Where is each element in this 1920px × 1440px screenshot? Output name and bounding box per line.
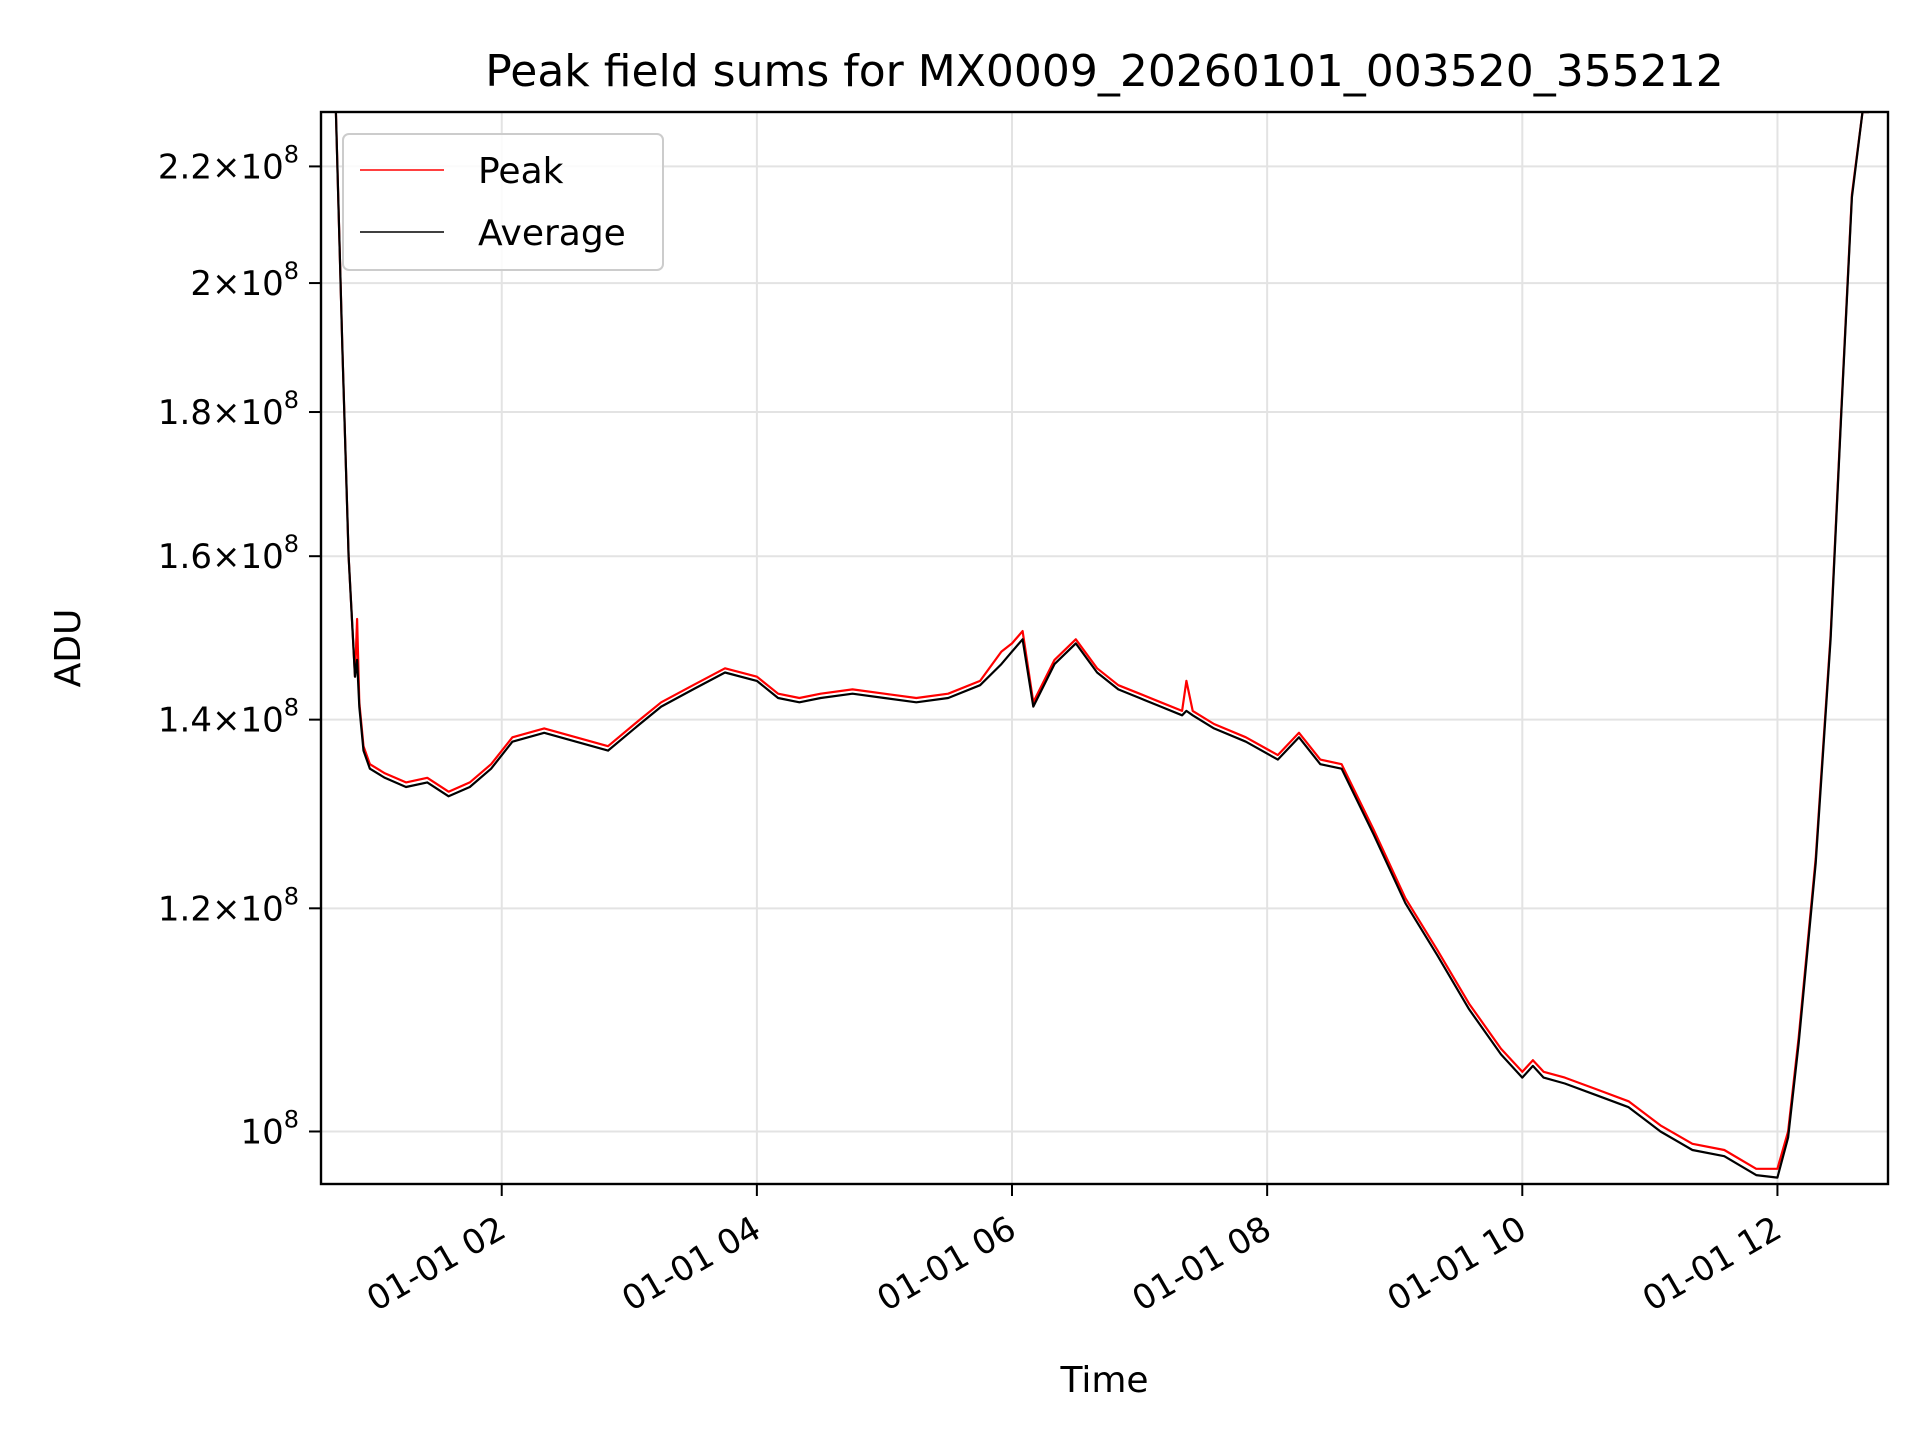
- legend-box: [342, 133, 664, 271]
- y-tick-mantissa: 2.2×10: [158, 147, 284, 187]
- y-tick-mantissa: 1.6×10: [158, 537, 284, 577]
- y-tick-mantissa: 2×10: [190, 264, 283, 304]
- grid: [321, 112, 1888, 1184]
- y-tick-exponent: 8: [284, 257, 299, 285]
- y-tick-mantissa: 1.4×10: [158, 701, 284, 741]
- y-tick-exponent: 8: [284, 694, 299, 722]
- y-tick-label: 1.8×108: [158, 386, 299, 433]
- y-tick-exponent: 8: [284, 386, 299, 414]
- series-line-peak: [334, 112, 1869, 1170]
- y-tick-mantissa: 1.2×10: [158, 889, 284, 929]
- y-tick-label: 1.6×108: [158, 530, 299, 577]
- y-tick-mantissa: 1.8×10: [158, 393, 284, 433]
- y-tick-exponent: 8: [284, 140, 299, 168]
- legend-label-peak: Peak: [478, 151, 564, 192]
- y-tick-exponent: 8: [284, 882, 299, 910]
- y-axis-label: ADU: [48, 609, 89, 688]
- y-tick-mantissa: 10: [240, 1112, 283, 1152]
- y-tick-label: 1.4×108: [158, 694, 299, 741]
- x-axis-label: Time: [1059, 1360, 1148, 1401]
- y-tick-label: 1.2×108: [158, 882, 299, 929]
- legend-label-average: Average: [478, 213, 626, 254]
- chart-title: Peak field sums for MX0009_20260101_0035…: [485, 46, 1723, 97]
- y-tick-exponent: 8: [284, 530, 299, 558]
- legend: Peak Average: [342, 133, 664, 271]
- y-tick-label: 2.2×108: [158, 140, 299, 187]
- y-tick-label: 2×108: [190, 257, 299, 304]
- series-lines: [334, 112, 1869, 1179]
- y-tick-exponent: 8: [284, 1105, 299, 1133]
- y-tick-label: 108: [240, 1105, 299, 1152]
- series-line-average: [334, 112, 1869, 1179]
- plot-frame: [319, 110, 1890, 1186]
